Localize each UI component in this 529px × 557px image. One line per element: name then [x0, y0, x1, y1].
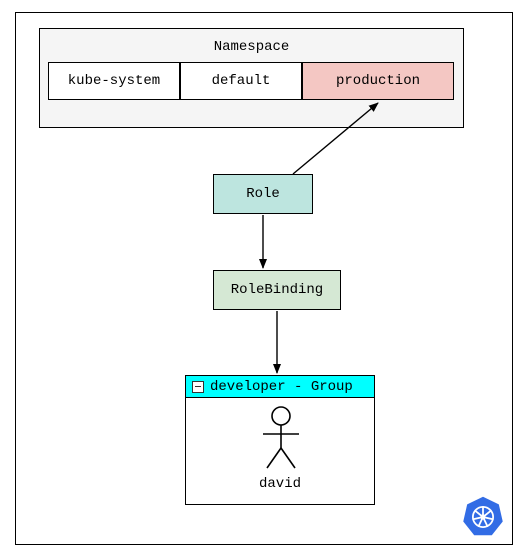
namespace-cell-default: default	[180, 62, 302, 100]
role-node: Role	[213, 174, 313, 214]
namespace-cell-label: kube-system	[68, 73, 160, 89]
actor-icon	[251, 404, 311, 474]
role-label: Role	[246, 186, 280, 202]
group-node: developer - Group david	[185, 375, 375, 505]
rolebinding-label: RoleBinding	[231, 282, 323, 298]
diagram-canvas: Namespace kube-system default production…	[0, 0, 529, 557]
rolebinding-node: RoleBinding	[213, 270, 341, 310]
namespace-title: Namespace	[40, 39, 463, 55]
group-mini-icon	[192, 381, 204, 393]
namespace-cell-label: production	[336, 73, 420, 89]
actor-name: david	[186, 476, 374, 492]
namespace-cell-label: default	[212, 73, 271, 89]
group-header: developer - Group	[186, 376, 374, 398]
namespace-cell-production: production	[302, 62, 454, 100]
kubernetes-icon	[461, 495, 505, 539]
namespace-cell-kube-system: kube-system	[48, 62, 180, 100]
group-header-label: developer - Group	[210, 379, 353, 395]
